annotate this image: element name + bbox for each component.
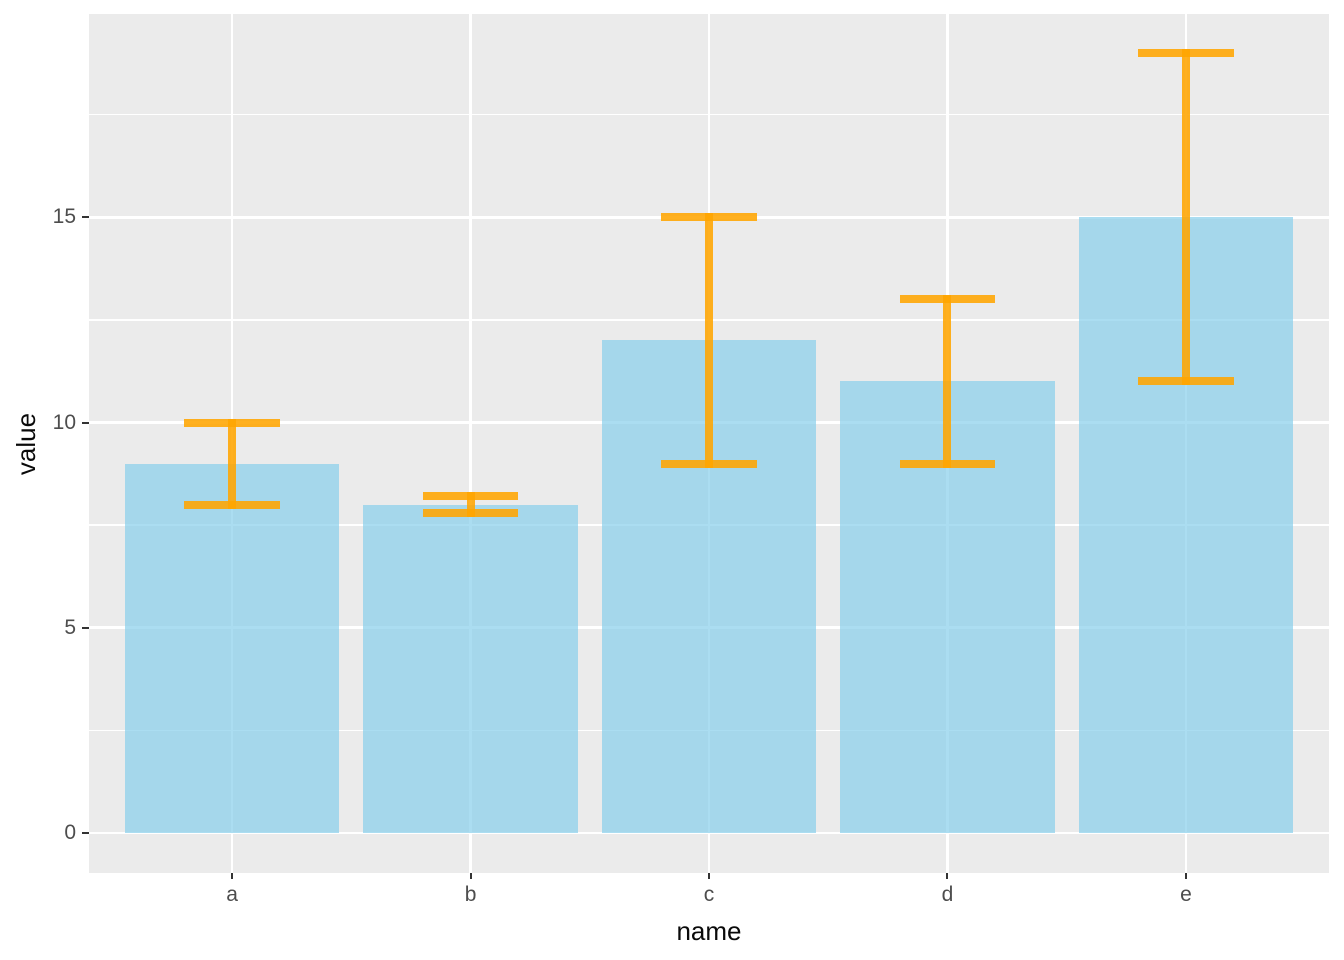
y-tick-mark-10 (82, 421, 89, 424)
x-tick-label-e: e (1180, 883, 1192, 906)
x-tick-label-d: d (941, 883, 954, 906)
errorbar-d-cap-bottom (899, 459, 996, 468)
bar-a (124, 463, 340, 833)
errorbar-e-line (1181, 49, 1190, 386)
y-tick-mark-0 (82, 832, 89, 834)
errorbar-b-cap-top (422, 492, 519, 501)
plot-panel (89, 14, 1329, 873)
errorbar-c-cap-top (661, 213, 757, 222)
y-tick-label-5: 5 (64, 615, 76, 639)
y-tick-label-0: 0 (64, 821, 76, 845)
x-tick-mark-b (469, 873, 472, 879)
y-tick-label-15: 15 (52, 205, 76, 229)
gridline-major-x-b (469, 14, 472, 873)
bar-b (363, 504, 578, 833)
x-tick-mark-d (946, 873, 949, 879)
x-axis-title: name (676, 916, 742, 946)
x-tick-mark-e (1184, 873, 1187, 879)
errorbar-b-cap-bottom (422, 508, 519, 517)
errorbar-e-cap-top (1138, 49, 1234, 58)
errorbar-d-line (943, 295, 952, 468)
errorbar-a-line (228, 418, 237, 509)
errorbar-a-cap-top (184, 418, 280, 427)
x-tick-label-a: a (226, 883, 238, 906)
errorbar-c-line (705, 213, 713, 468)
x-tick-label-c: c (703, 883, 715, 906)
errorbar-e-cap-bottom (1138, 377, 1234, 386)
errorbar-a-cap-bottom (184, 500, 280, 509)
y-tick-mark-5 (82, 626, 89, 629)
y-axis-title: value (11, 412, 41, 476)
y-tick-mark-15 (82, 216, 89, 219)
errorbar-d-cap-top (899, 295, 996, 304)
x-tick-mark-a (231, 873, 234, 879)
y-tick-label-10: 10 (52, 410, 76, 434)
x-tick-label-b: b (464, 883, 477, 906)
x-tick-mark-c (708, 873, 710, 879)
errorbar-c-cap-bottom (661, 459, 757, 468)
errorbar-b-line (466, 492, 475, 517)
